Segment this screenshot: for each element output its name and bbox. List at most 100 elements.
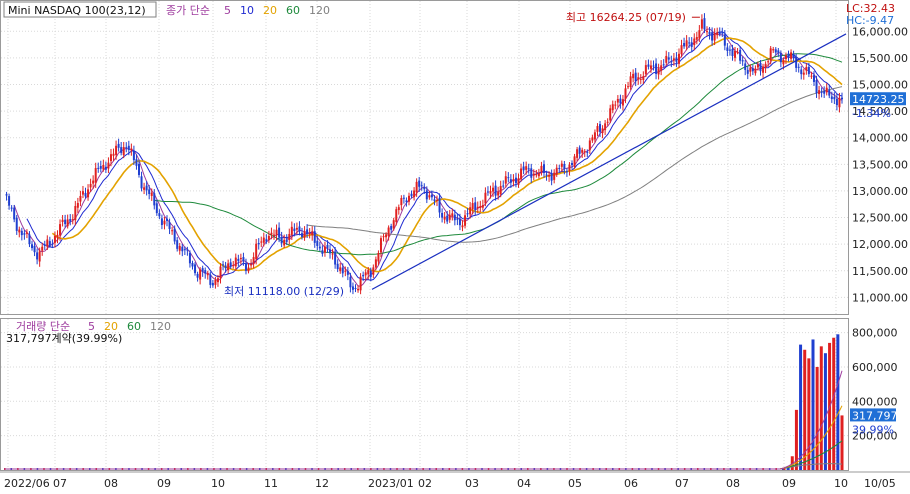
high-annotation: 최고 16264.25 (07/19) (566, 11, 686, 24)
candle-body (43, 244, 46, 246)
candle-body (311, 231, 314, 236)
candle-body (351, 286, 354, 290)
candle-body (430, 194, 433, 198)
candle-body (331, 253, 334, 255)
candle-body (183, 249, 186, 251)
candlestick-series (5, 13, 843, 295)
candle-body (565, 171, 568, 173)
candle-body (344, 270, 347, 272)
candle-body (698, 30, 701, 39)
candle-body (436, 199, 439, 201)
price-tick-label: 12,500.00 (852, 212, 908, 225)
candle-body (706, 31, 709, 33)
candle-body (10, 207, 13, 209)
candle-body (639, 78, 642, 80)
candle-body (390, 226, 393, 230)
candle-body (290, 226, 293, 235)
x-tick-label: 09 (782, 477, 796, 490)
candle-body (267, 235, 270, 240)
candle-body (629, 76, 632, 88)
ma-legend-120: 120 (309, 4, 330, 17)
candle-body (517, 178, 520, 185)
price-tick-label: 16,000.00 (852, 25, 908, 38)
candle-body (637, 77, 640, 80)
candle-body (492, 187, 495, 192)
candle-body (303, 231, 306, 238)
candle-body (777, 50, 780, 53)
candle-body (708, 31, 711, 35)
candle-body (520, 168, 523, 180)
candle-body (578, 147, 581, 154)
ma-legend-60: 60 (286, 4, 300, 17)
candle-body (499, 185, 502, 195)
volume-bar (790, 456, 794, 470)
candle-body (176, 240, 179, 249)
candle-body (265, 239, 268, 242)
candle-body (550, 173, 553, 181)
candle-body (502, 185, 505, 187)
candle-body (604, 123, 607, 131)
price-tick-label: 13,000.00 (852, 185, 908, 198)
candle-body (239, 257, 242, 260)
candle-body (611, 104, 614, 111)
candle-body (298, 226, 301, 232)
candle-body (779, 52, 782, 63)
candle-body (204, 270, 207, 274)
candle-body (329, 249, 332, 254)
volume-ma-legend-20: 20 (104, 320, 118, 333)
candle-body (407, 195, 410, 202)
candle-body (614, 104, 617, 106)
candle-body (512, 179, 515, 182)
candle-body (711, 32, 714, 41)
candle-body (188, 252, 191, 264)
candle-body (736, 51, 739, 53)
candle-body (815, 79, 818, 94)
volume-bar (799, 344, 803, 470)
candle-body (250, 263, 253, 266)
ma-legend-5: 5 (224, 4, 231, 17)
candle-body (644, 65, 647, 75)
candle-body (716, 32, 719, 36)
candle-body (446, 215, 449, 222)
candle-body (244, 263, 247, 271)
candle-body (260, 241, 263, 243)
candle-body (33, 245, 36, 253)
candle-body (486, 191, 489, 193)
low-annotation: 최저 11118.00 (12/29) (224, 285, 344, 298)
candle-body (308, 233, 311, 235)
candle-body (509, 179, 512, 183)
candle-body (535, 174, 538, 176)
axes: 11,000.00 11,500.00 12,000.00 12,500.00 13,0… (0, 25, 910, 490)
price-tick-label: 12,000.00 (852, 238, 908, 251)
candle-body (413, 190, 416, 198)
candle-body (670, 60, 673, 63)
candle-body (700, 19, 703, 29)
candle-body (242, 257, 245, 262)
candle-body (805, 66, 808, 71)
candle-body (476, 206, 479, 209)
candle-body (56, 234, 59, 238)
candle-body (558, 168, 561, 170)
x-tick-label: 2022/06 (4, 477, 50, 490)
candle-body (527, 168, 530, 170)
volume-bar (786, 466, 790, 470)
candle-body (181, 246, 184, 252)
candle-body (504, 176, 507, 184)
candle-body (359, 276, 362, 291)
candle-body (5, 194, 8, 196)
candle-body (591, 137, 594, 141)
candle-body (117, 143, 120, 148)
candle-body (675, 57, 678, 62)
candle-body (272, 234, 275, 236)
candle-body (8, 196, 11, 206)
candle-body (642, 76, 645, 80)
candle-body (555, 167, 558, 175)
candle-body (494, 185, 497, 196)
candle-body (326, 244, 329, 248)
candle-body (339, 267, 342, 272)
candle-body (583, 151, 586, 153)
candle-body (723, 34, 726, 46)
candle-body (532, 173, 535, 176)
candle-body (428, 195, 431, 198)
